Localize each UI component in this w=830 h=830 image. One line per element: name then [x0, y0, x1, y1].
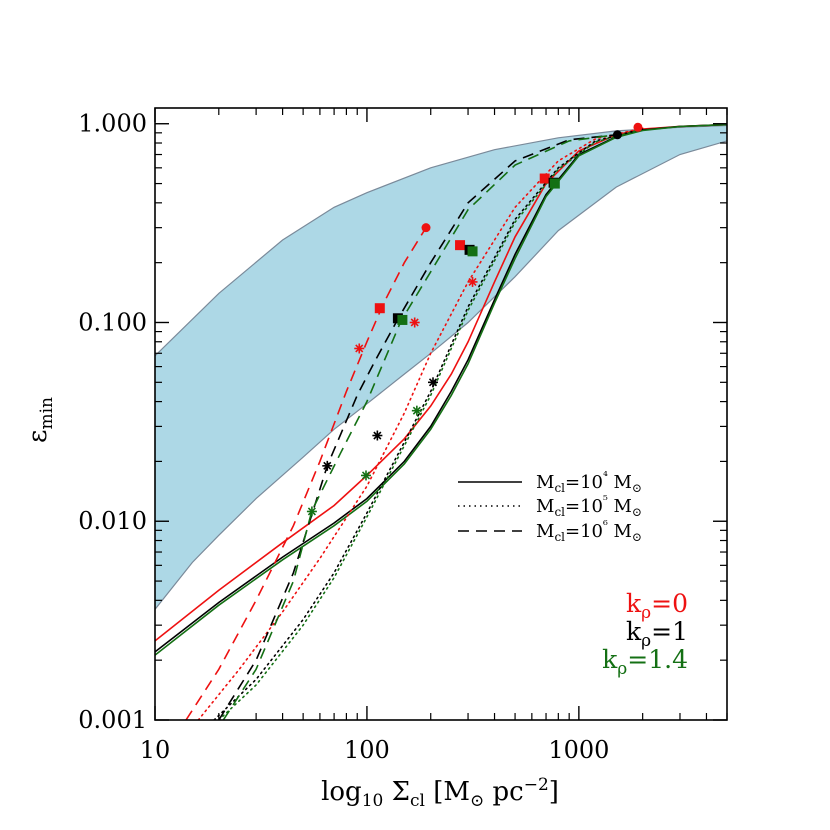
marker-asterisk: [354, 343, 365, 354]
label-part: =10: [565, 521, 603, 542]
marker-square: [455, 240, 466, 251]
legend-label: Mcl=10⁴ M⊙: [536, 469, 642, 495]
label-part: =1: [651, 617, 688, 646]
y-tick-label: 0.001: [78, 706, 147, 734]
y-tick-label: 0.010: [78, 507, 147, 535]
label-part: cl: [554, 505, 565, 519]
plot-frame: [154, 107, 728, 721]
label-part: ρ: [641, 631, 651, 651]
y-tick-label: 1.000: [78, 110, 147, 138]
x-tick-label: 10: [140, 736, 171, 764]
label-part: 10: [362, 791, 384, 811]
label-part: ρ: [617, 659, 627, 679]
series-line-k0-dotted: [197, 127, 644, 720]
marker-asterisk: [467, 276, 478, 287]
label-part: ⁴: [603, 469, 608, 483]
legend-label: Mcl=10⁵ M⊙: [536, 493, 642, 519]
legend-linestyles: Mcl=10⁴ M⊙Mcl=10⁵ M⊙Mcl=10⁶ M⊙: [458, 469, 642, 544]
label-part: ρ: [641, 603, 651, 623]
legend-k-label: kρ=1: [626, 617, 688, 651]
label-part: M: [608, 472, 632, 493]
x-axis-label: log10 Σcl [M⊙ pc−2]: [321, 775, 559, 811]
y-tick-label: 0.100: [78, 308, 147, 336]
label-part: cl: [554, 530, 565, 544]
marker-asterisk: [428, 377, 439, 388]
legend-k-label: kρ=0: [626, 589, 688, 623]
series-line-k1-dashed: [218, 134, 617, 720]
marker-asterisk: [409, 317, 420, 328]
legend-colors: kρ=0kρ=1kρ=1.4: [602, 589, 688, 679]
label-part: k: [626, 589, 642, 618]
label-part: ⊙: [470, 791, 484, 811]
marker-circle: [421, 223, 431, 233]
label-part: M: [608, 521, 632, 542]
label-part: −2: [524, 775, 549, 795]
band-lower-edge: [155, 140, 727, 610]
label-part: =1.4: [627, 645, 688, 674]
label-part: ⁶: [603, 518, 608, 532]
label-part: =10: [565, 472, 603, 493]
band-fill: [155, 125, 727, 610]
label-part: [M: [425, 777, 470, 807]
label-part: ⊙: [632, 505, 642, 519]
series-line-k1-dotted: [213, 128, 644, 720]
marker-circle: [612, 130, 622, 140]
label-part: k: [602, 645, 618, 674]
marker-asterisk: [411, 405, 422, 416]
label-part: M: [536, 496, 554, 517]
label-part: M: [536, 472, 554, 493]
x-tick-label: 1000: [548, 736, 609, 764]
marker-square: [374, 303, 385, 314]
label-part: cl: [410, 791, 425, 811]
marker-asterisk: [372, 430, 383, 441]
marker-square: [397, 314, 408, 325]
label-part: pc: [484, 777, 523, 807]
label-part: log: [321, 777, 362, 807]
label-part: ⊙: [632, 530, 642, 544]
label-part: =0: [651, 589, 688, 618]
series-line-k1_4-solid: [155, 123, 727, 656]
label-part: min: [37, 397, 57, 430]
label-part: M: [608, 496, 632, 517]
label-part: ε: [23, 430, 53, 443]
marker-asterisk: [306, 506, 317, 517]
axes: 10 100 1000 0.001 0.010 0.100 1.000: [78, 107, 728, 764]
label-part: cl: [554, 481, 565, 495]
markers: [306, 122, 643, 517]
legend-k-label: kρ=1.4: [602, 645, 688, 679]
y-axis-label: εmin: [23, 397, 57, 443]
marker-asterisk: [322, 460, 333, 471]
marker-asterisk: [361, 470, 372, 481]
label-part: ⊙: [632, 481, 642, 495]
x-tick-label: 100: [344, 736, 390, 764]
marker-square: [549, 178, 560, 189]
label-part: k: [626, 617, 642, 646]
label-part: Σ: [383, 777, 410, 807]
legend-label: Mcl=10⁶ M⊙: [536, 518, 642, 544]
series-line-k0-dashed: [185, 227, 427, 720]
label-part: =10: [565, 496, 603, 517]
marker-square: [539, 173, 550, 184]
label-part: ⁵: [603, 493, 608, 507]
label-part: M: [536, 521, 554, 542]
series-lines: [155, 123, 727, 720]
label-part: ]: [549, 777, 559, 807]
marker-circle: [633, 122, 643, 132]
marker-square: [467, 246, 478, 257]
